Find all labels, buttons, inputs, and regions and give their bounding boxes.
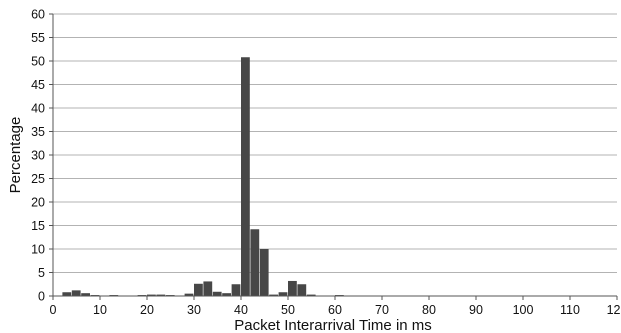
x-tick-label: 50: [281, 303, 295, 317]
y-tick-label: 60: [31, 8, 45, 22]
histogram-bar: [184, 293, 194, 296]
x-tick-label: 70: [375, 303, 389, 317]
x-tick-label: 120: [607, 303, 621, 317]
y-tick-label: 35: [31, 125, 45, 139]
x-tick-label: 90: [469, 303, 483, 317]
x-tick-labels: 0 10 20 30 40 50 60 70 80 90 100 110 120: [50, 303, 621, 317]
histogram-bar: [231, 284, 241, 296]
histogram-bars: [62, 57, 354, 296]
gridlines: [53, 13, 617, 273]
y-tick-label: 25: [31, 172, 45, 186]
y-tick-label: 40: [31, 102, 45, 116]
y-tick-label: 15: [31, 219, 45, 233]
y-tick-label: 45: [31, 78, 45, 92]
y-tick-label: 50: [31, 55, 45, 69]
histogram-bar: [250, 229, 260, 296]
histogram-bar: [147, 294, 156, 296]
x-tick-label: 110: [560, 303, 580, 317]
x-axis-title: Packet Interarrival Time in ms: [234, 317, 432, 333]
x-tick-label: 100: [513, 303, 534, 317]
x-tick-label: 0: [50, 303, 57, 317]
x-tick-label: 20: [140, 303, 154, 317]
histogram-bar: [306, 294, 316, 296]
x-tick-label: 10: [93, 303, 107, 317]
histogram-bar: [269, 294, 278, 296]
histogram-bar: [71, 290, 81, 296]
histogram-bar: [212, 291, 222, 296]
y-tick-label: 10: [31, 243, 45, 257]
histogram-bar: [194, 283, 203, 296]
y-tick-label: 20: [31, 196, 45, 210]
histogram-bar: [297, 284, 307, 296]
histogram-bar: [288, 280, 297, 296]
y-tick-label: 55: [31, 31, 45, 45]
histogram-bar: [222, 293, 231, 296]
y-tick-label: 5: [38, 266, 45, 280]
histogram-bar: [203, 281, 213, 296]
x-tick-label: 30: [187, 303, 201, 317]
histogram-bar: [278, 292, 288, 296]
y-axis-title: Percentage: [7, 117, 24, 194]
histogram-bar: [259, 249, 269, 296]
histogram-bar: [156, 294, 166, 296]
y-tick-label: 30: [31, 149, 45, 163]
y-tick-label: 0: [38, 290, 45, 304]
histogram-bar: [241, 57, 250, 296]
x-tick-label: 40: [234, 303, 248, 317]
axes: [49, 13, 618, 300]
histogram-bar: [81, 293, 90, 296]
x-tick-label: 60: [328, 303, 342, 317]
histogram-bar: [62, 292, 72, 296]
x-tick-label: 80: [422, 303, 436, 317]
y-tick-labels: 0 5 10 15 20 25 30 35 40 45 50 55 60: [31, 8, 45, 304]
